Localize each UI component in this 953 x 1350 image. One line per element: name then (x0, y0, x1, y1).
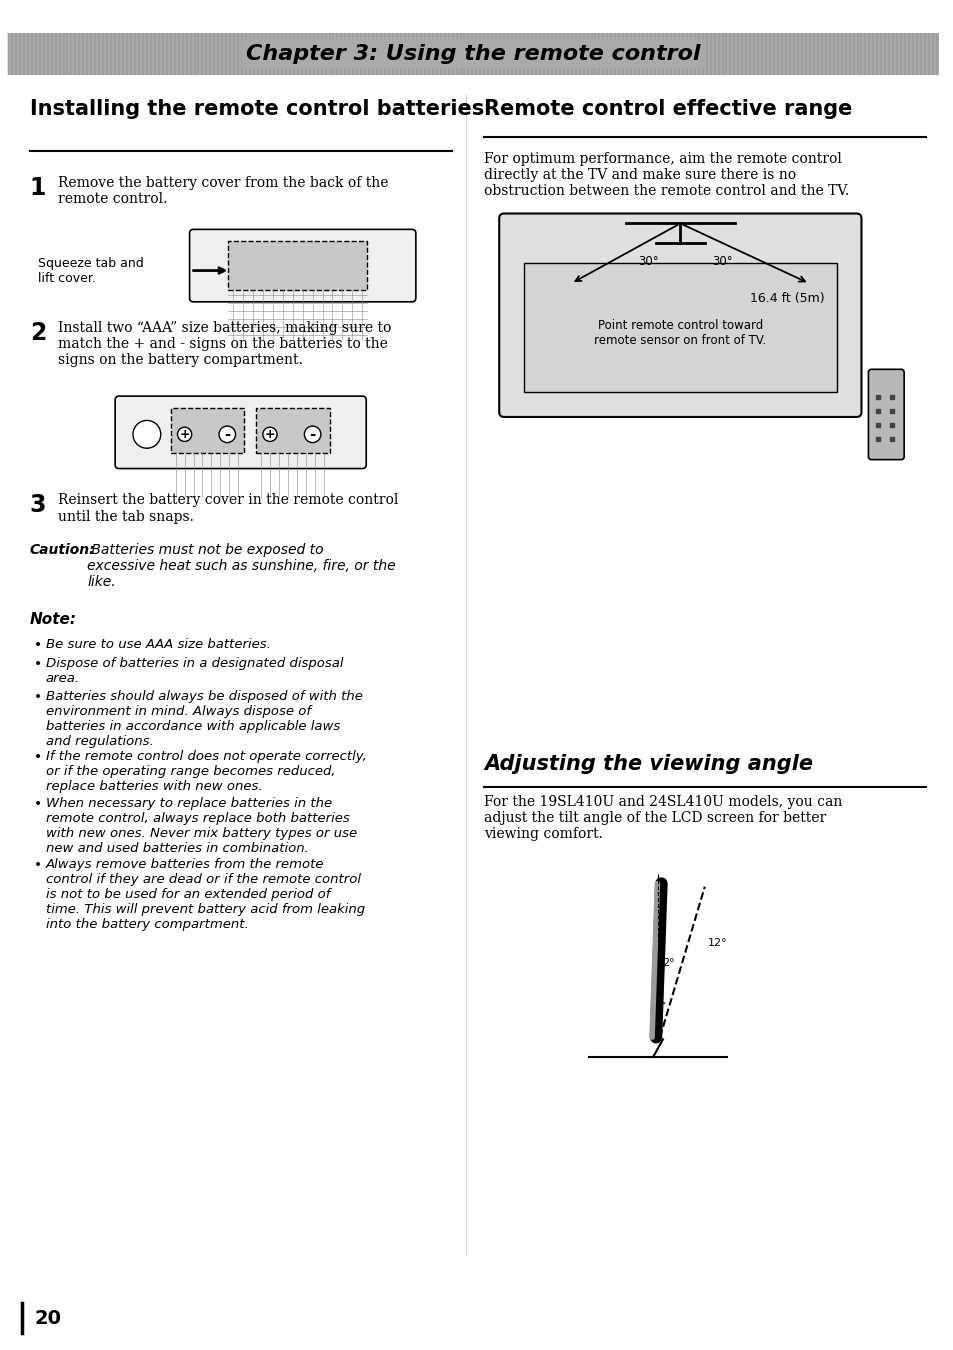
Text: •: • (33, 796, 42, 811)
Text: •: • (33, 657, 42, 671)
FancyBboxPatch shape (115, 396, 366, 468)
FancyBboxPatch shape (498, 213, 861, 417)
Bar (8, 32, 938, 74)
Text: When necessary to replace batteries in the
remote control, always replace both b: When necessary to replace batteries in t… (46, 796, 356, 855)
Text: -: - (224, 427, 231, 441)
Text: Be sure to use AAA size batteries.: Be sure to use AAA size batteries. (46, 639, 271, 651)
Text: 20: 20 (34, 1308, 62, 1327)
Text: •: • (33, 751, 42, 764)
Text: Chapter 3: Using the remote control: Chapter 3: Using the remote control (246, 43, 700, 63)
FancyBboxPatch shape (190, 230, 416, 302)
Text: 3: 3 (30, 493, 47, 517)
Bar (171, 408, 244, 452)
Text: Adjusting the viewing angle: Adjusting the viewing angle (484, 755, 813, 775)
Text: +: + (179, 428, 190, 441)
Text: Dispose of batteries in a designated disposal
area.: Dispose of batteries in a designated dis… (46, 657, 343, 686)
Text: 2: 2 (30, 321, 46, 344)
Bar (228, 242, 367, 290)
Text: 30°: 30° (638, 255, 659, 267)
Text: •: • (33, 857, 42, 872)
Text: For the 19SL410U and 24SL410U models, you can
adjust the tilt angle of the LCD s: For the 19SL410U and 24SL410U models, yo… (484, 795, 841, 841)
Text: 30°: 30° (711, 255, 732, 267)
Text: Remote control effective range: Remote control effective range (484, 100, 852, 119)
FancyBboxPatch shape (867, 370, 903, 459)
Text: 2°: 2° (661, 957, 674, 968)
Text: 16.4 ft (5m): 16.4 ft (5m) (749, 292, 823, 305)
Text: For optimum performance, aim the remote control
directly at the TV and make sure: For optimum performance, aim the remote … (484, 153, 849, 198)
Text: Reinsert the battery cover in the remote control
until the tab snaps.: Reinsert the battery cover in the remote… (57, 493, 397, 524)
Text: 12°: 12° (707, 938, 726, 948)
Text: 1: 1 (30, 176, 46, 200)
Bar (255, 408, 329, 452)
Text: Batteries should always be disposed of with the
environment in mind. Always disp: Batteries should always be disposed of w… (46, 690, 362, 748)
Bar (523, 263, 836, 392)
Text: If the remote control does not operate correctly,
or if the operating range beco: If the remote control does not operate c… (46, 751, 366, 794)
Circle shape (132, 420, 161, 448)
Text: Installing the remote control batteries: Installing the remote control batteries (30, 100, 483, 119)
Text: Always remove batteries from the remote
control if they are dead or if the remot: Always remove batteries from the remote … (46, 857, 364, 930)
Text: Point remote control toward
remote sensor on front of TV.: Point remote control toward remote senso… (594, 319, 765, 347)
Text: +: + (264, 428, 275, 441)
Text: Caution:: Caution: (30, 543, 95, 558)
Text: Batteries must not be exposed to
excessive heat such as sunshine, fire, or the
l: Batteries must not be exposed to excessi… (88, 543, 395, 590)
Text: Note:: Note: (30, 613, 76, 628)
Text: •: • (33, 690, 42, 703)
Text: •: • (33, 639, 42, 652)
Text: -: - (309, 427, 315, 441)
Text: Squeeze tab and
lift cover.: Squeeze tab and lift cover. (38, 256, 143, 285)
Text: Install two “AAA” size batteries, making sure to
match the + and - signs on the : Install two “AAA” size batteries, making… (57, 321, 391, 367)
Text: Remove the battery cover from the back of the
remote control.: Remove the battery cover from the back o… (57, 176, 388, 207)
